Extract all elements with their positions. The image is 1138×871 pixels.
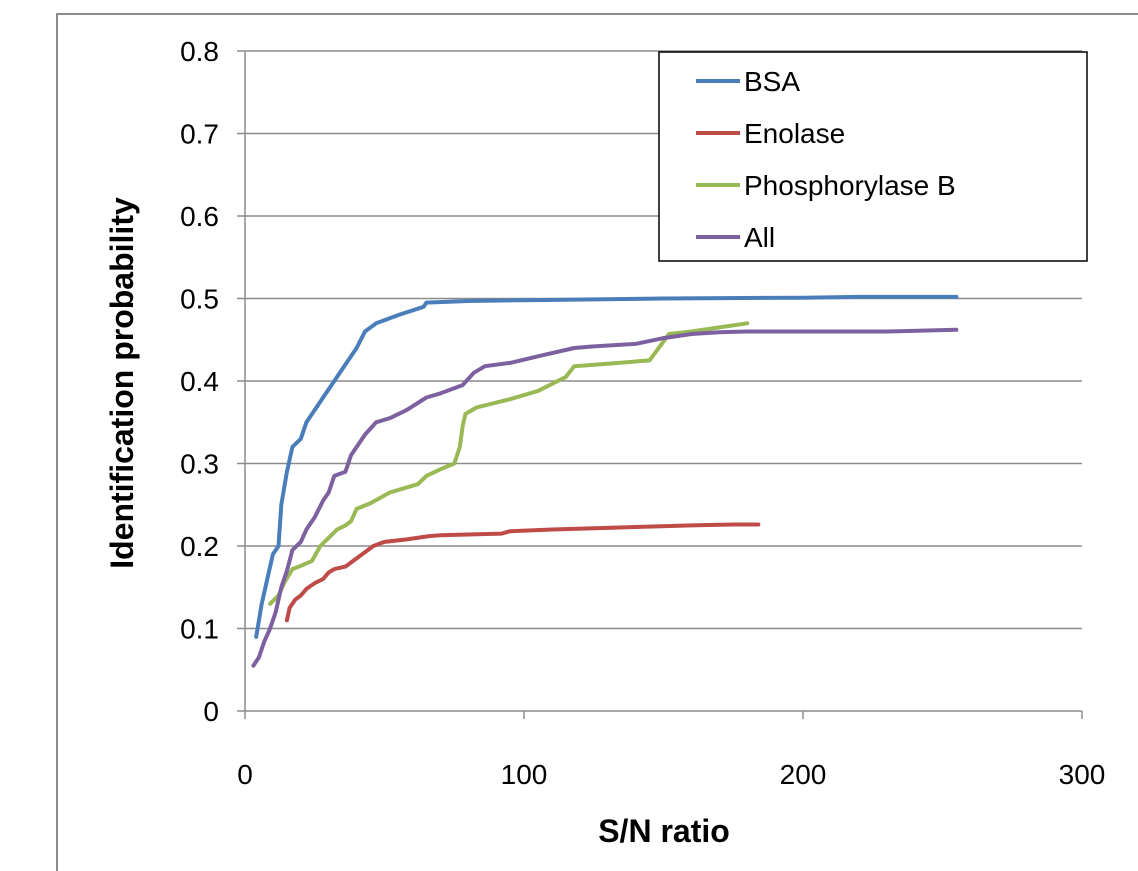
x-tick-label: 300 [1059,759,1106,790]
x-tick-label: 200 [780,759,827,790]
y-tick-label: 0.8 [180,36,219,67]
legend-box [658,51,1088,262]
series-line-enolase [284,522,761,623]
legend-label-enolase: Enolase [744,118,845,149]
series-line-all [251,327,959,668]
y-tick-label: 0 [203,696,219,727]
y-tick-label: 0.6 [180,201,219,232]
legend: BSA Enolase Phosphorylase B All [658,51,1088,262]
y-axis-title: Identification probability [104,197,140,569]
series-line-phosphorylase-b [268,321,750,606]
chart-frame [56,13,1138,871]
x-tick-label: 0 [237,759,253,790]
x-axis-title: S/N ratio [598,813,730,849]
y-tick-label: 0.5 [180,284,219,315]
y-tick-label: 0.1 [180,614,219,645]
legend-label-bsa: BSA [744,66,800,97]
axes: 0 0.1 0.2 0.3 0.4 0.5 0.6 0.7 0.8 0 100 200 300 [180,36,1105,790]
series-lines [251,294,959,668]
y-tick-label: 0.2 [180,531,219,562]
legend-label-all: All [744,222,775,253]
y-tick-label: 0.4 [180,366,219,397]
legend-label-phosphorylase-b: Phosphorylase B [744,170,956,201]
x-tick-label: 100 [501,759,548,790]
y-tick-label: 0.3 [180,449,219,480]
series-line-bsa [254,294,959,639]
y-tick-label: 0.7 [180,119,219,150]
